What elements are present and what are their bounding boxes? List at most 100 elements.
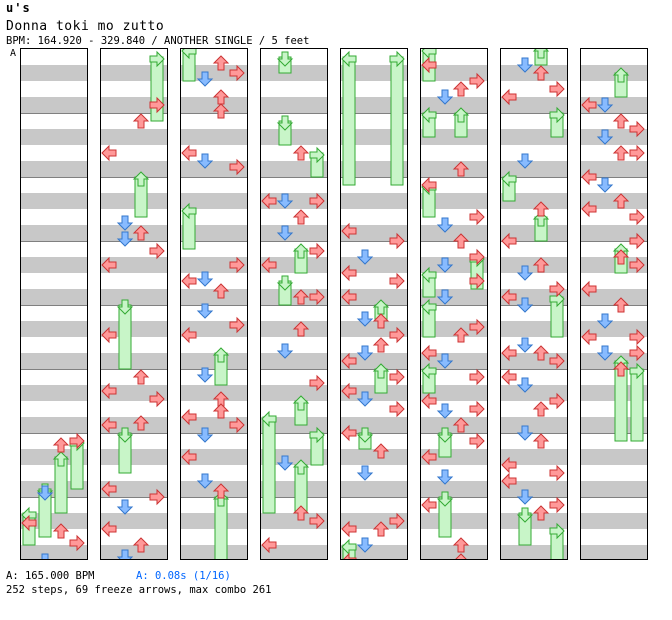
- freeze-head-icon: [549, 522, 565, 540]
- up-arrow-icon: [212, 283, 230, 299]
- beat-band: [21, 257, 87, 273]
- left-arrow-icon: [341, 382, 357, 400]
- beat-band: [341, 545, 407, 559]
- right-arrow-icon: [469, 318, 485, 336]
- right-arrow-icon: [469, 432, 485, 450]
- measure-line: [101, 113, 167, 114]
- up-arrow-icon: [532, 401, 550, 417]
- right-arrow-icon: [229, 256, 245, 274]
- measure-line: [21, 305, 87, 306]
- right-arrow-icon: [309, 288, 325, 306]
- beat-band: [501, 449, 567, 465]
- right-arrow-icon: [309, 242, 325, 260]
- beat-band: [101, 257, 167, 273]
- chart-column: [180, 48, 248, 560]
- beat-band: [581, 449, 647, 465]
- measure-line: [341, 497, 407, 498]
- beat-band: [101, 449, 167, 465]
- bpm-difficulty-info: BPM: 164.920 - 329.840 / ANOTHER SINGLE …: [6, 35, 310, 47]
- beat-band: [21, 193, 87, 209]
- beat-band: [21, 545, 87, 559]
- left-arrow-icon: [101, 480, 117, 498]
- beat-band: [421, 545, 487, 559]
- beat-band: [421, 513, 487, 529]
- up-arrow-icon: [612, 145, 630, 161]
- freeze-head-icon: [549, 106, 565, 124]
- right-arrow-icon: [389, 368, 405, 386]
- measure-line: [501, 433, 567, 434]
- right-arrow-icon: [69, 432, 85, 450]
- left-arrow-icon: [341, 222, 357, 240]
- down-arrow-icon: [596, 177, 614, 193]
- right-arrow-icon: [389, 400, 405, 418]
- beat-band: [21, 225, 87, 241]
- down-arrow-icon: [516, 57, 534, 73]
- left-arrow-icon: [341, 520, 357, 538]
- right-arrow-icon: [629, 120, 645, 138]
- beat-band: [21, 321, 87, 337]
- measure-line: [421, 177, 487, 178]
- left-arrow-icon: [181, 272, 197, 290]
- left-arrow-icon: [181, 144, 197, 162]
- right-arrow-icon: [69, 534, 85, 552]
- measure-line: [181, 305, 247, 306]
- left-arrow-icon: [501, 232, 517, 250]
- up-arrow-icon: [212, 55, 230, 71]
- down-arrow-icon: [436, 257, 454, 273]
- down-arrow-icon: [196, 367, 214, 383]
- footer-bpm: A: 165.000 BPM: [6, 570, 95, 582]
- chart-column: [580, 48, 648, 560]
- freeze-head-icon: [516, 507, 534, 523]
- down-arrow-icon: [196, 71, 214, 87]
- beat-band: [341, 289, 407, 305]
- up-arrow-icon: [212, 403, 230, 419]
- up-arrow-icon: [532, 433, 550, 449]
- right-arrow-icon: [549, 80, 565, 98]
- right-arrow-icon: [229, 158, 245, 176]
- beat-band: [501, 193, 567, 209]
- beat-band: [261, 353, 327, 369]
- freeze-head-icon: [261, 410, 277, 428]
- beat-band: [21, 289, 87, 305]
- note-layer: [261, 51, 325, 554]
- beat-band: [501, 97, 567, 113]
- up-arrow-icon: [612, 249, 630, 265]
- freeze-head-icon: [389, 50, 405, 68]
- freeze-head-icon: [292, 243, 310, 259]
- right-arrow-icon: [309, 512, 325, 530]
- down-arrow-icon: [356, 249, 374, 265]
- right-arrow-icon: [549, 352, 565, 370]
- beat-band: [181, 257, 247, 273]
- down-arrow-icon: [436, 217, 454, 233]
- beat-band: [421, 225, 487, 241]
- beat-band: [101, 353, 167, 369]
- beat-band: [181, 449, 247, 465]
- up-arrow-icon: [292, 145, 310, 161]
- down-arrow-icon: [356, 345, 374, 361]
- beat-band: [261, 193, 327, 209]
- beat-band: [101, 289, 167, 305]
- measure-line: [21, 241, 87, 242]
- beat-band: [261, 417, 327, 433]
- measure-line: [501, 113, 567, 114]
- freeze-head-icon: [132, 171, 150, 187]
- left-arrow-icon: [181, 408, 197, 426]
- up-arrow-icon: [452, 161, 470, 177]
- beat-band: [581, 481, 647, 497]
- left-arrow-icon: [261, 536, 277, 554]
- beat-band: [21, 385, 87, 401]
- right-arrow-icon: [149, 488, 165, 506]
- measure-line: [421, 497, 487, 498]
- beat-band: [181, 513, 247, 529]
- up-arrow-icon: [212, 483, 230, 499]
- beat-band: [181, 225, 247, 241]
- down-arrow-icon: [276, 343, 294, 359]
- down-arrow-icon: [116, 215, 134, 231]
- measure-line: [21, 113, 87, 114]
- up-arrow-icon: [452, 537, 470, 553]
- lane-marker: A: [10, 48, 17, 59]
- right-arrow-icon: [629, 144, 645, 162]
- beat-band: [341, 513, 407, 529]
- freeze-head-icon: [309, 426, 325, 444]
- beat-band: [181, 97, 247, 113]
